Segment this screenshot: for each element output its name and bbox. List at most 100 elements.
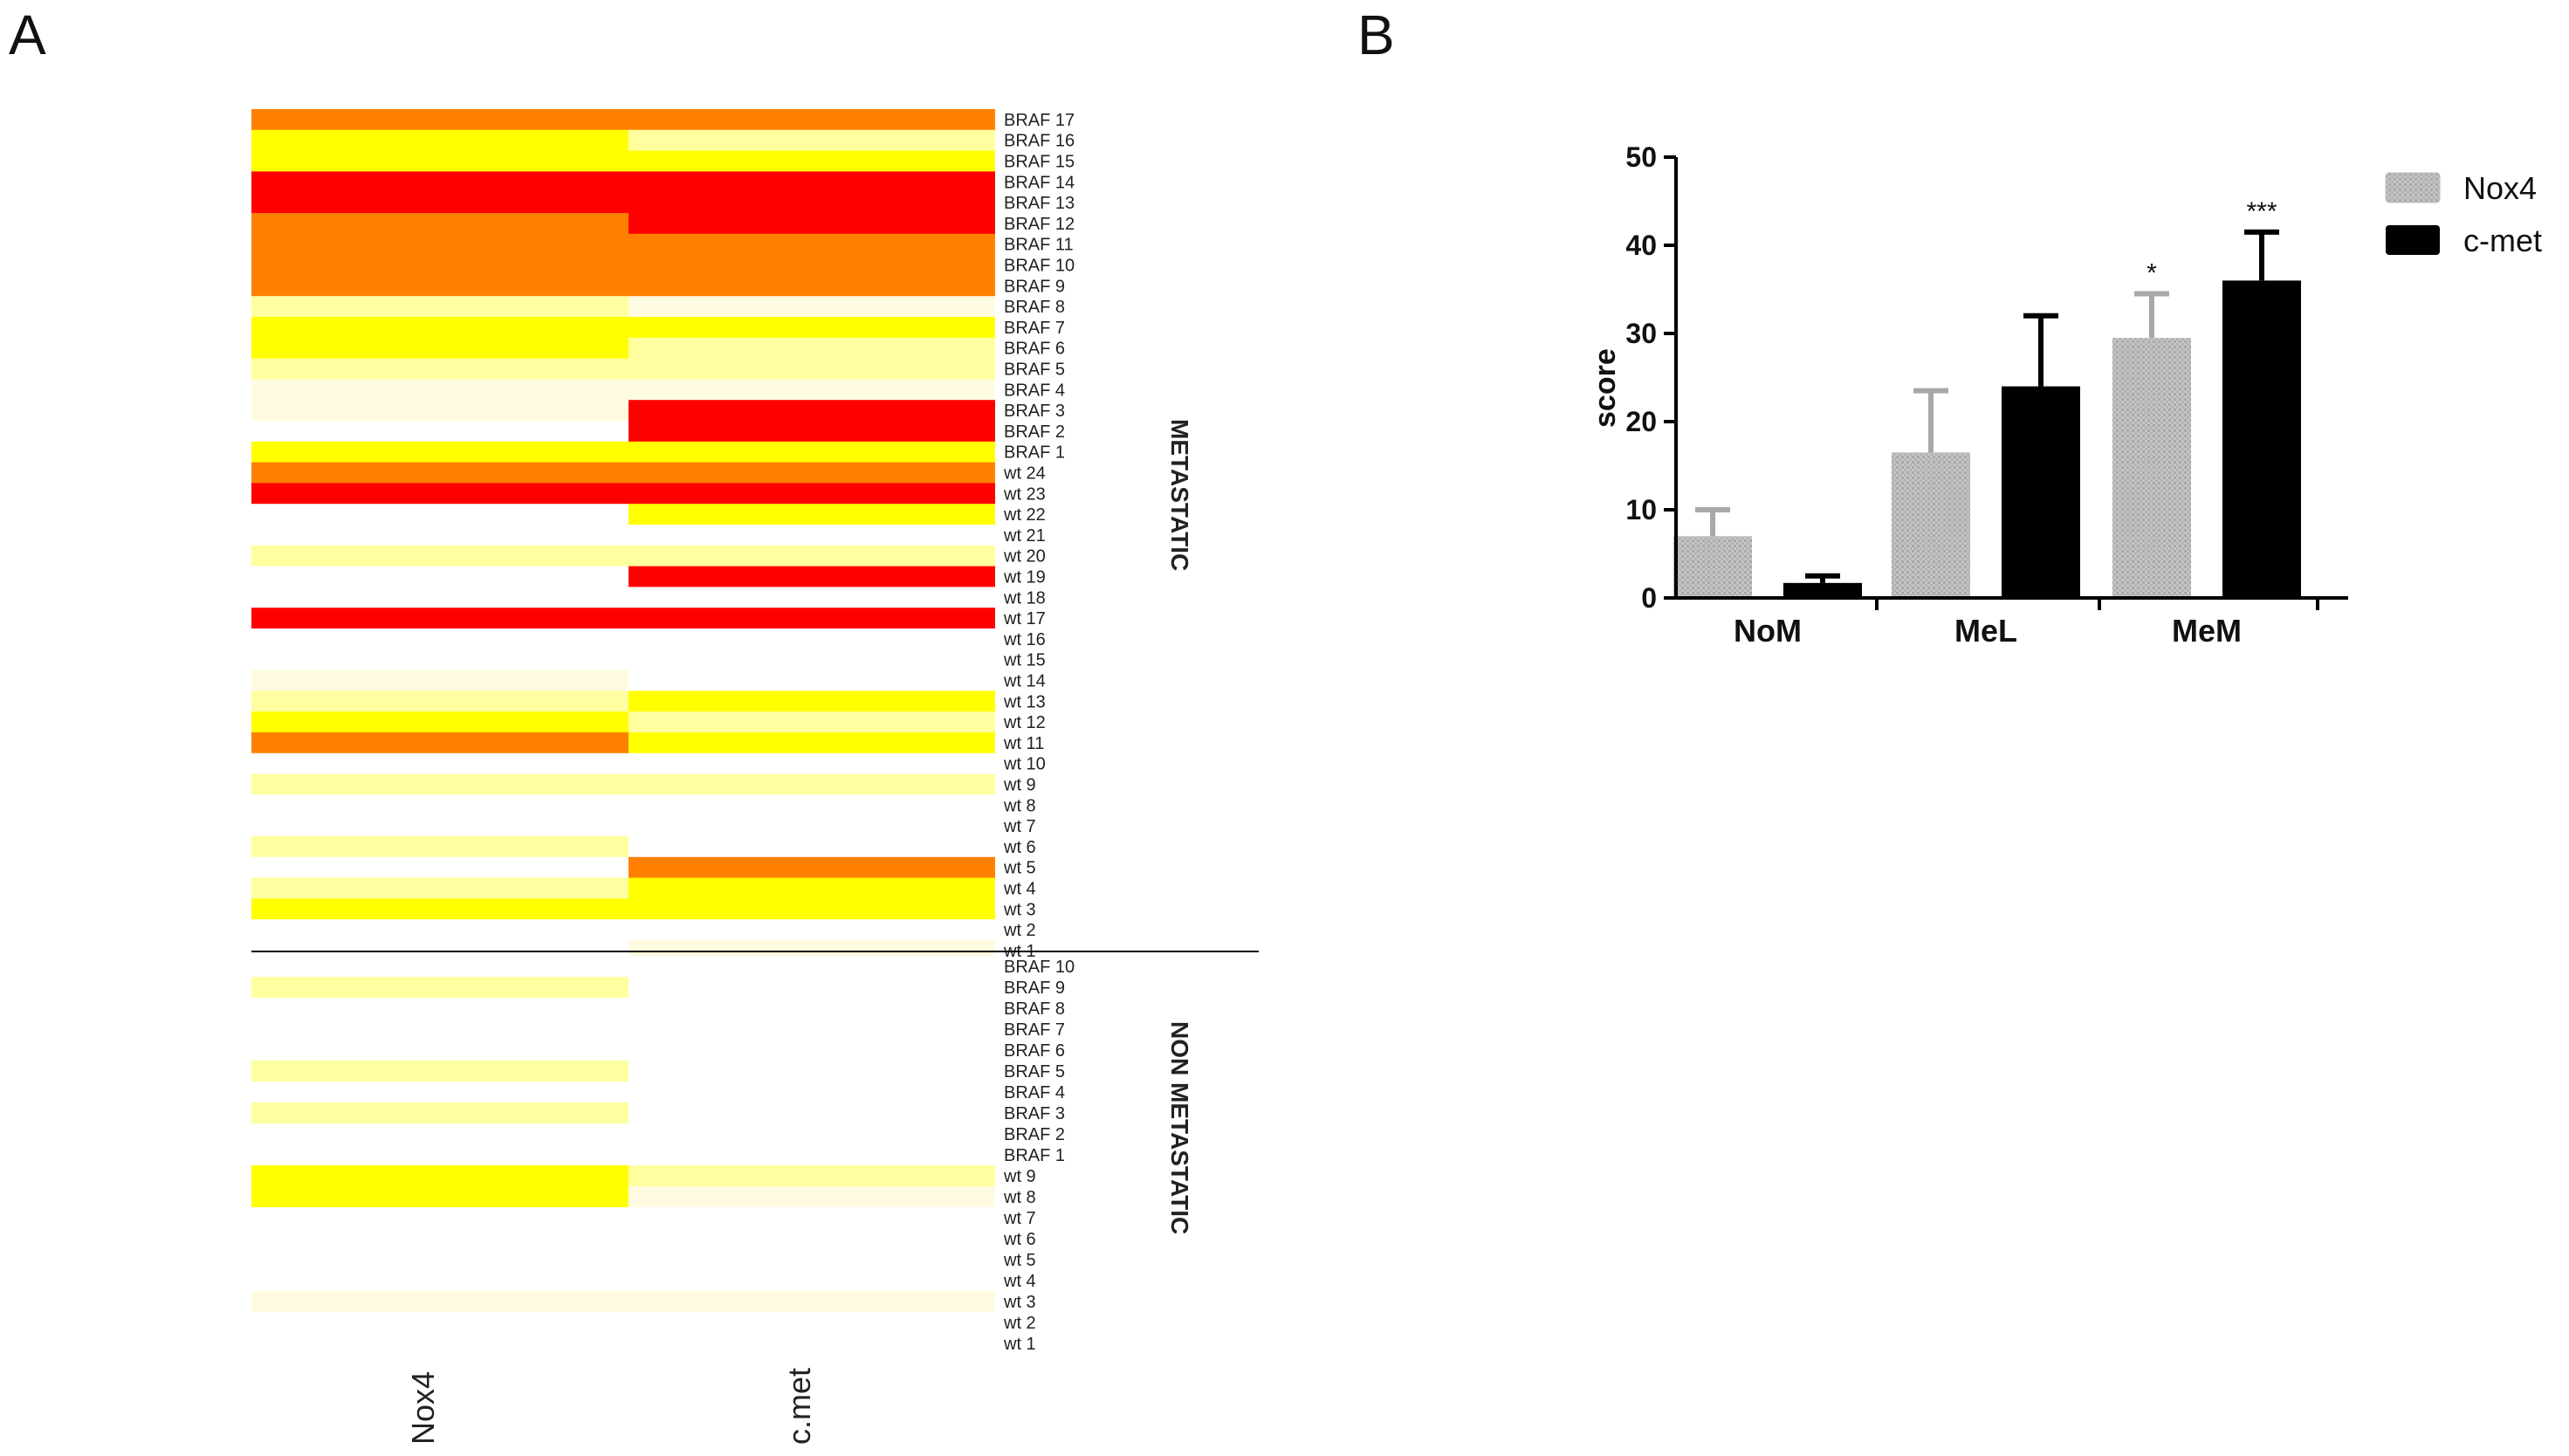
- x-category-label-mel: MeL: [1954, 613, 2017, 649]
- non-metastatic-cell-cmet-braf-10: [629, 956, 995, 978]
- metastatic-cell-cmet-braf-9: [629, 275, 995, 297]
- metastatic-row-label: wt 7: [1003, 817, 1036, 836]
- metastatic-cell-nox4-braf-6: [251, 337, 629, 360]
- metastatic-row-label: BRAF 5: [1004, 361, 1065, 380]
- non-metastatic-cell-cmet-braf-5: [629, 1061, 995, 1082]
- metastatic-cell-nox4-wt-3: [251, 898, 629, 920]
- metastatic-row-label: wt 5: [1003, 859, 1036, 878]
- non-metastatic-cell-cmet-wt-8: [629, 1186, 995, 1208]
- x-category-label-mem: MeM: [2172, 613, 2242, 649]
- metastatic-cell-nox4-braf-14: [251, 171, 629, 193]
- bar-nox4-nom: [1673, 536, 1752, 598]
- non-metastatic-cell-nox4-braf-1: [251, 1144, 629, 1166]
- metastatic-cell-nox4-wt-15: [251, 649, 629, 671]
- metastatic-cell-nox4-braf-11: [251, 233, 629, 256]
- metastatic-row-label: wt 10: [1003, 755, 1046, 774]
- non-metastatic-cell-cmet-wt-2: [629, 1312, 995, 1334]
- metastatic-row-label: wt 14: [1003, 672, 1046, 691]
- non-metastatic-row-label: BRAF 8: [1004, 999, 1065, 1019]
- significance-c-met-mem: ***: [2246, 197, 2277, 226]
- metastatic-row-label: wt 11: [1003, 734, 1044, 753]
- metastatic-cell-cmet-wt-6: [629, 836, 995, 858]
- column-label-nox4: Nox4: [405, 1371, 441, 1445]
- metastatic-row-label: BRAF 9: [1004, 277, 1065, 296]
- metastatic-cell-nox4-wt-16: [251, 628, 629, 650]
- metastatic-row-label: wt 18: [1003, 588, 1046, 608]
- metastatic-cell-cmet-wt-4: [629, 877, 995, 899]
- metastatic-cell-nox4-wt-23: [251, 483, 629, 505]
- group-label-non-metastatic: NON METASTATIC: [1166, 1021, 1193, 1234]
- non-metastatic-cell-nox4-wt-7: [251, 1207, 629, 1229]
- legend-swatch-cmet: [2386, 225, 2440, 255]
- non-metastatic-row-label: BRAF 2: [1004, 1125, 1065, 1144]
- metastatic-cell-nox4-braf-10: [251, 254, 629, 276]
- non-metastatic-row-label: BRAF 5: [1004, 1062, 1065, 1082]
- panel-b-label: B: [1357, 3, 1395, 66]
- metastatic-cell-cmet-wt-10: [629, 752, 995, 775]
- bar-nox4-mel: [1892, 452, 1970, 598]
- non-metastatic-cell-nox4-braf-9: [251, 977, 629, 999]
- metastatic-cell-nox4-wt-13: [251, 690, 629, 712]
- non-metastatic-row-label: wt 2: [1003, 1314, 1036, 1333]
- x-category-label-nom: NoM: [1734, 613, 1802, 649]
- metastatic-cell-nox4-wt-4: [251, 877, 629, 899]
- non-metastatic-cell-cmet-wt-1: [629, 1333, 995, 1355]
- bar-chart-bars: ****: [1673, 197, 2301, 598]
- significance-nox4-mem: *: [2147, 259, 2157, 288]
- metastatic-cell-cmet-braf-4: [629, 379, 995, 401]
- metastatic-row-label: wt 20: [1003, 547, 1046, 567]
- metastatic-row-label: wt 19: [1003, 568, 1046, 587]
- metastatic-cell-nox4-wt-22: [251, 504, 629, 525]
- non-metastatic-cell-cmet-braf-3: [629, 1102, 995, 1124]
- metastatic-row-label: BRAF 7: [1004, 319, 1065, 338]
- bar-nox4-mem: [2112, 338, 2191, 598]
- non-metastatic-cell-cmet-braf-6: [629, 1040, 995, 1061]
- y-tick-label: 0: [1641, 582, 1657, 614]
- non-metastatic-cell-nox4-wt-1: [251, 1333, 629, 1355]
- metastatic-cell-cmet-braf-3: [629, 400, 995, 422]
- metastatic-row-label: wt 6: [1003, 838, 1036, 857]
- metastatic-row-label: BRAF 4: [1004, 381, 1065, 400]
- metastatic-row-label: wt 13: [1003, 692, 1046, 711]
- metastatic-row-label: wt 9: [1003, 776, 1036, 795]
- non-metastatic-cell-cmet-braf-4: [629, 1082, 995, 1103]
- metastatic-cell-cmet-braf-6: [629, 337, 995, 360]
- y-tick-label: 50: [1625, 141, 1657, 173]
- metastatic-cell-cmet-braf-1: [629, 441, 995, 464]
- non-metastatic-cell-nox4-braf-3: [251, 1102, 629, 1124]
- non-metastatic-cell-cmet-braf-7: [629, 1019, 995, 1040]
- metastatic-cell-cmet-braf-10: [629, 254, 995, 276]
- non-metastatic-cell-cmet-braf-9: [629, 977, 995, 999]
- metastatic-cell-cmet-braf-16: [629, 129, 995, 152]
- metastatic-cell-nox4-wt-24: [251, 462, 629, 484]
- non-metastatic-row-label: wt 6: [1003, 1230, 1036, 1249]
- non-metastatic-cell-cmet-wt-4: [629, 1270, 995, 1292]
- metastatic-row-label: wt 12: [1003, 713, 1046, 732]
- metastatic-cell-cmet-wt-5: [629, 856, 995, 879]
- metastatic-cell-cmet-braf-2: [629, 421, 995, 443]
- metastatic-cell-nox4-wt-10: [251, 752, 629, 775]
- metastatic-cell-cmet-wt-11: [629, 732, 995, 754]
- non-metastatic-row-label: BRAF 7: [1004, 1020, 1065, 1040]
- metastatic-cell-nox4-braf-7: [251, 317, 629, 339]
- metastatic-cell-cmet-wt-15: [629, 649, 995, 671]
- non-metastatic-row-label: BRAF 3: [1004, 1104, 1065, 1123]
- bar-c-met-nom: [1783, 582, 1862, 598]
- non-metastatic-cell-nox4-wt-8: [251, 1186, 629, 1208]
- metastatic-cell-nox4-braf-2: [251, 421, 629, 443]
- metastatic-cell-nox4-wt-8: [251, 794, 629, 816]
- legend: Nox4 c-met: [2385, 170, 2542, 258]
- metastatic-cell-nox4-braf-16: [251, 129, 629, 152]
- metastatic-cell-cmet-wt-24: [629, 462, 995, 484]
- metastatic-cell-cmet-wt-19: [629, 566, 995, 587]
- non-metastatic-cell-nox4-wt-9: [251, 1165, 629, 1187]
- metastatic-row-label: BRAF 12: [1004, 215, 1075, 234]
- non-metastatic-cell-nox4-wt-3: [251, 1291, 629, 1313]
- metastatic-cell-cmet-wt-22: [629, 504, 995, 525]
- non-metastatic-row-label: BRAF 10: [1004, 958, 1075, 977]
- non-metastatic-cell-nox4-braf-10: [251, 956, 629, 978]
- metastatic-cell-nox4-braf-15: [251, 150, 629, 172]
